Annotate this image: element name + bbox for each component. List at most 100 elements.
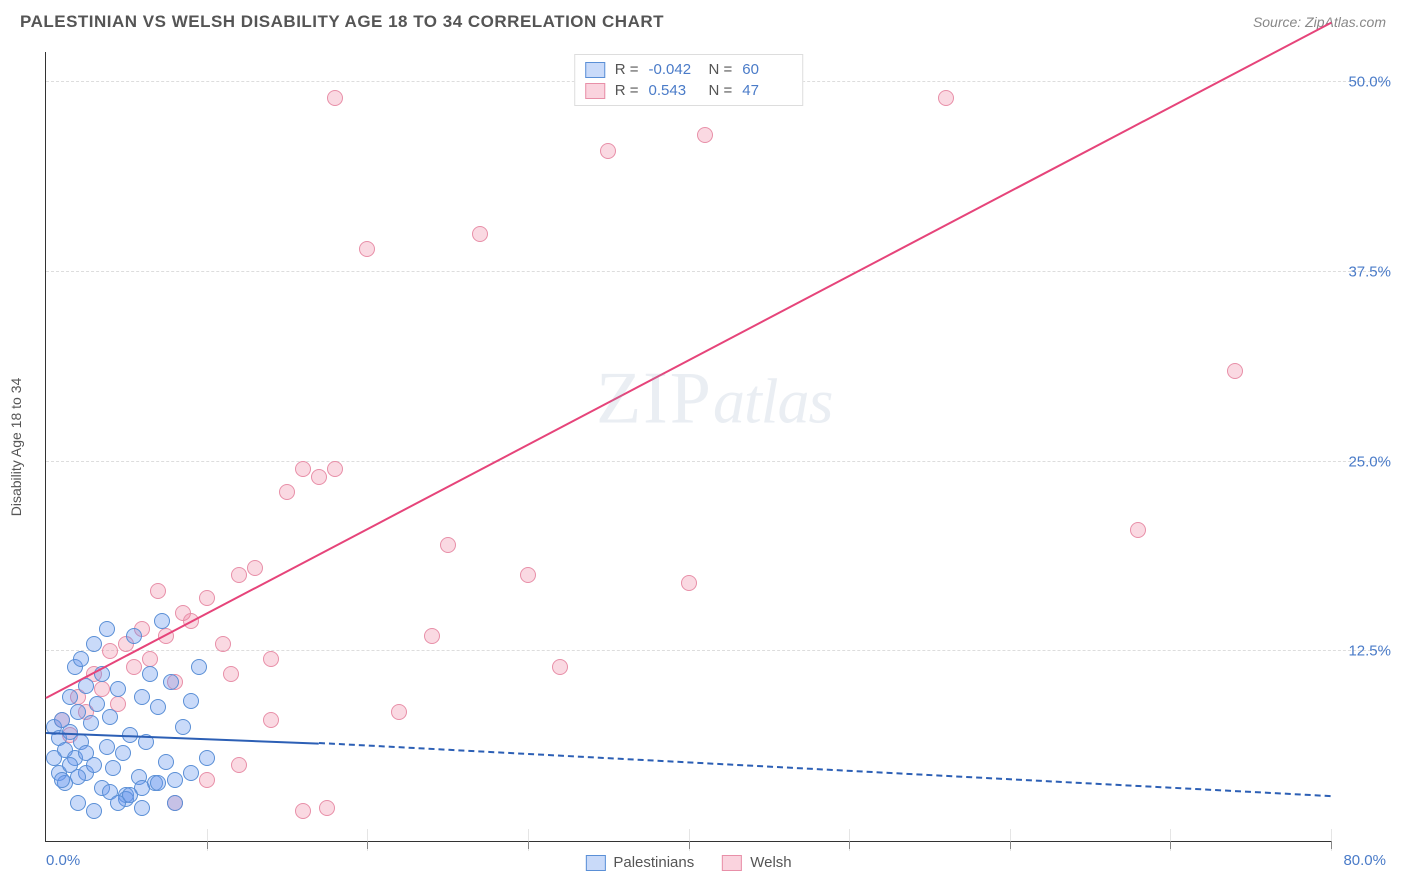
y-tick-label: 37.5% [1348, 264, 1391, 281]
scatter-point-palestinians [99, 739, 115, 755]
x-tick [207, 841, 208, 849]
r-label: R = [615, 61, 639, 78]
swatch-blue [585, 62, 605, 78]
y-tick-label: 50.0% [1348, 74, 1391, 91]
n-value-palestinians: 60 [742, 61, 792, 78]
scatter-point-palestinians [134, 689, 150, 705]
scatter-point-palestinians [134, 800, 150, 816]
chart-title: PALESTINIAN VS WELSH DISABILITY AGE 18 T… [20, 12, 664, 32]
scatter-point-welsh [424, 628, 440, 644]
legend-swatch-pink [722, 855, 742, 871]
scatter-point-palestinians [163, 674, 179, 690]
x-tick [528, 841, 529, 849]
scatter-point-welsh [199, 590, 215, 606]
scatter-point-palestinians [70, 795, 86, 811]
scatter-point-welsh [327, 90, 343, 106]
scatter-point-welsh [681, 575, 697, 591]
bottom-legend: Palestinians Welsh [585, 854, 791, 871]
scatter-point-palestinians [78, 745, 94, 761]
r-value-palestinians: -0.042 [649, 61, 699, 78]
scatter-point-welsh [295, 461, 311, 477]
scatter-point-welsh [391, 704, 407, 720]
gridline-horizontal [46, 461, 1386, 462]
scatter-point-welsh [231, 757, 247, 773]
correlation-stats-box: R = -0.042 N = 60 R = 0.543 N = 47 [574, 54, 804, 106]
scatter-point-palestinians [86, 803, 102, 819]
scatter-point-welsh [247, 560, 263, 576]
scatter-point-welsh [359, 241, 375, 257]
scatter-point-palestinians [150, 699, 166, 715]
n-label: N = [709, 82, 733, 99]
scatter-point-palestinians [99, 621, 115, 637]
scatter-point-palestinians [183, 765, 199, 781]
scatter-point-palestinians [167, 795, 183, 811]
scatter-point-palestinians [105, 760, 121, 776]
scatter-point-welsh [279, 484, 295, 500]
scatter-point-palestinians [175, 719, 191, 735]
x-tick [689, 841, 690, 849]
x-tick [1170, 841, 1171, 849]
scatter-point-welsh [215, 636, 231, 652]
x-tick [849, 841, 850, 849]
scatter-point-welsh [102, 643, 118, 659]
swatch-pink [585, 83, 605, 99]
scatter-point-palestinians [183, 693, 199, 709]
scatter-point-welsh [263, 651, 279, 667]
scatter-point-welsh [223, 666, 239, 682]
x-tick [1331, 841, 1332, 849]
legend-label-palestinians: Palestinians [613, 854, 694, 871]
scatter-point-welsh [142, 651, 158, 667]
scatter-point-welsh [327, 461, 343, 477]
plot-region: 12.5%25.0%37.5%50.0% [46, 52, 1331, 841]
trendline-welsh [46, 22, 1332, 699]
scatter-point-palestinians [102, 709, 118, 725]
legend-item-welsh: Welsh [722, 854, 791, 871]
scatter-point-welsh [440, 537, 456, 553]
scatter-point-palestinians [150, 775, 166, 791]
legend-label-welsh: Welsh [750, 854, 791, 871]
scatter-point-palestinians [86, 636, 102, 652]
scatter-point-welsh [263, 712, 279, 728]
scatter-point-welsh [311, 469, 327, 485]
gridline-horizontal [46, 650, 1386, 651]
scatter-point-welsh [1130, 522, 1146, 538]
scatter-point-welsh [520, 567, 536, 583]
chart-area: 12.5%25.0%37.5%50.0% Disability Age 18 t… [45, 52, 1331, 842]
scatter-point-welsh [1227, 363, 1243, 379]
scatter-point-palestinians [199, 750, 215, 766]
scatter-point-palestinians [110, 681, 126, 697]
scatter-point-welsh [126, 659, 142, 675]
scatter-point-palestinians [142, 666, 158, 682]
scatter-point-palestinians [70, 769, 86, 785]
scatter-point-welsh [231, 567, 247, 583]
stats-row-palestinians: R = -0.042 N = 60 [581, 59, 797, 80]
scatter-point-palestinians [54, 772, 70, 788]
n-value-welsh: 47 [742, 82, 792, 99]
scatter-point-welsh [199, 772, 215, 788]
r-label: R = [615, 82, 639, 99]
scatter-point-welsh [552, 659, 568, 675]
scatter-point-welsh [697, 127, 713, 143]
x-axis-max-label: 80.0% [1343, 852, 1386, 869]
stats-row-welsh: R = 0.543 N = 47 [581, 80, 797, 101]
x-tick [1010, 841, 1011, 849]
scatter-point-palestinians [122, 787, 138, 803]
scatter-point-welsh [938, 90, 954, 106]
y-tick-label: 25.0% [1348, 453, 1391, 470]
n-label: N = [709, 61, 733, 78]
scatter-point-palestinians [154, 613, 170, 629]
scatter-point-palestinians [158, 754, 174, 770]
scatter-point-palestinians [191, 659, 207, 675]
gridline-horizontal [46, 271, 1386, 272]
scatter-point-welsh [600, 143, 616, 159]
trendline-palestinians-extrapolated [319, 742, 1331, 797]
scatter-point-palestinians [126, 628, 142, 644]
y-axis-label: Disability Age 18 to 34 [8, 377, 24, 516]
scatter-point-palestinians [167, 772, 183, 788]
scatter-point-palestinians [73, 651, 89, 667]
scatter-point-palestinians [115, 745, 131, 761]
x-axis-min-label: 0.0% [46, 852, 80, 869]
scatter-point-welsh [94, 681, 110, 697]
r-value-welsh: 0.543 [649, 82, 699, 99]
scatter-point-welsh [295, 803, 311, 819]
